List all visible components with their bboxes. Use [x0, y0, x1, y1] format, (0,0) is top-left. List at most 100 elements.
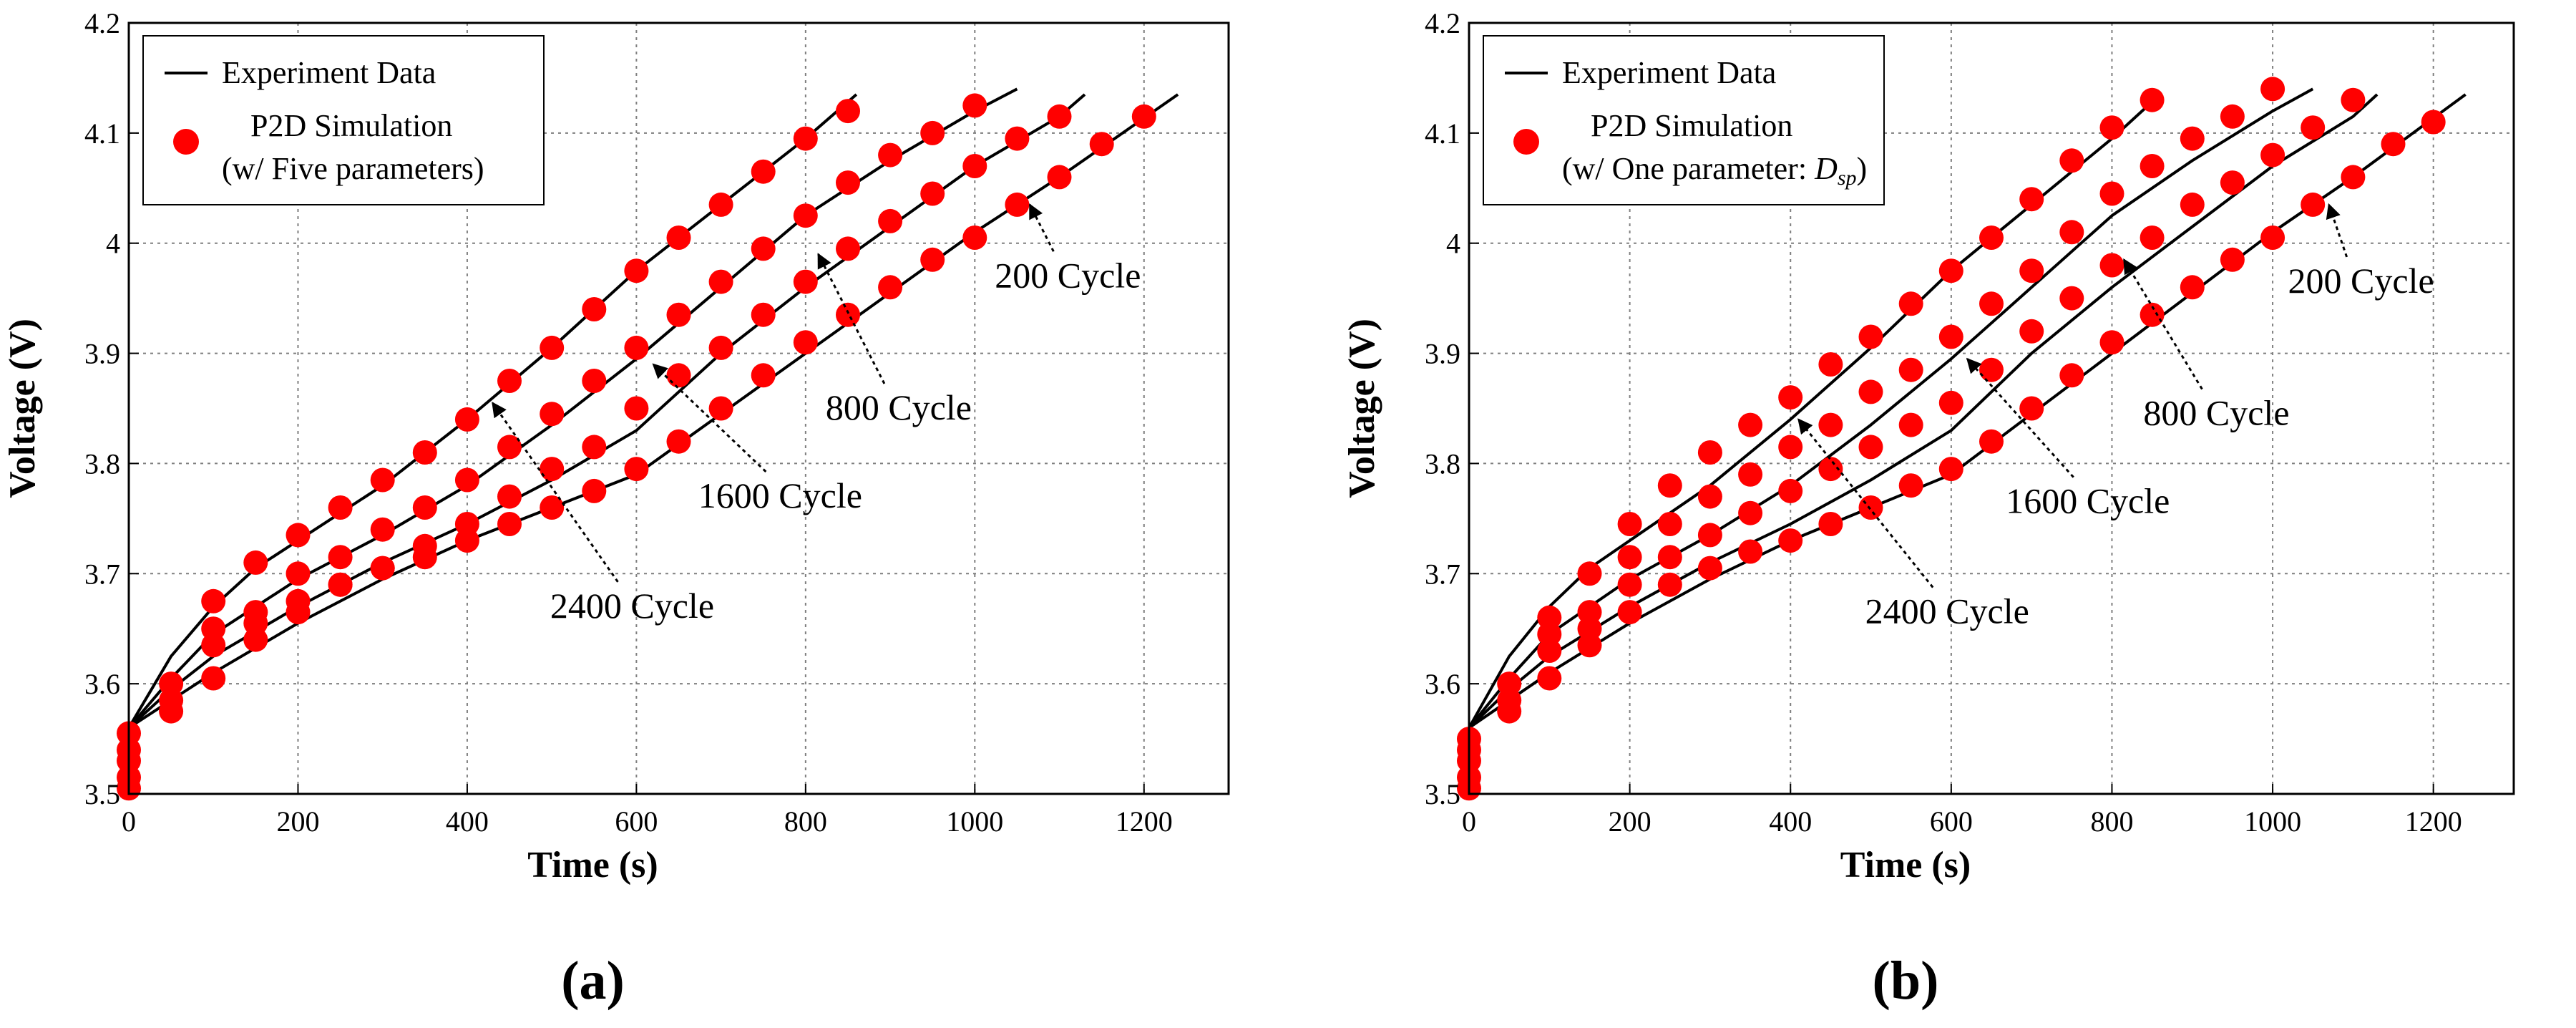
simulation-point	[243, 600, 268, 625]
annotation-arrow	[1797, 418, 1934, 588]
simulation-point	[1818, 352, 1843, 377]
simulation-point	[328, 495, 353, 520]
simulation-point	[2341, 165, 2366, 190]
simulation-point	[708, 192, 733, 217]
simulation-point	[1657, 572, 1682, 597]
simulation-point	[370, 556, 395, 581]
simulation-point	[1979, 357, 2004, 382]
simulation-point	[412, 495, 437, 520]
simulation-point	[1778, 435, 1803, 460]
simulation-point	[1738, 462, 1763, 487]
y-tick-label: 3.8	[84, 447, 120, 480]
y-tick-label: 4.2	[84, 7, 120, 39]
simulation-point	[454, 512, 479, 536]
legend: Experiment Data P2D Simulation (w/ Five …	[142, 35, 545, 205]
simulation-point	[2220, 247, 2245, 272]
x-tick-label: 0	[1462, 805, 1476, 838]
simulation-point	[962, 226, 987, 250]
y-tick-label: 3.7	[84, 558, 120, 590]
annotation-arrow	[817, 253, 886, 384]
simulation-point	[2180, 275, 2205, 300]
simulation-point	[2099, 181, 2124, 206]
legend-box	[1483, 35, 1885, 205]
simulation-point	[1778, 478, 1803, 503]
x-tick-label: 200	[276, 805, 319, 838]
x-tick-label: 400	[446, 805, 489, 838]
simulation-point	[582, 369, 607, 393]
simulation-point	[540, 495, 565, 520]
simulation-point	[878, 208, 903, 233]
simulation-point	[793, 269, 818, 294]
simulation-point	[836, 236, 860, 261]
simulation-point	[793, 203, 818, 228]
simulation-point	[2341, 87, 2366, 112]
simulation-point	[1778, 528, 1803, 553]
simulation-point	[962, 154, 987, 178]
y-tick-label: 3.7	[1425, 558, 1460, 590]
simulation-point	[836, 99, 860, 124]
simulation-point	[1979, 226, 2004, 250]
y-tick-label: 3.9	[1425, 338, 1460, 370]
simulation-point	[666, 226, 691, 250]
x-tick-label: 1000	[946, 805, 1003, 838]
y-tick-label: 3.8	[1425, 447, 1460, 480]
simulation-point	[1938, 324, 1963, 349]
simulation-point	[243, 550, 268, 575]
simulation-point	[159, 699, 184, 724]
annotation-arrow	[492, 402, 619, 583]
simulation-point	[2059, 220, 2084, 245]
simulation-point	[666, 363, 691, 388]
legend-sublabel-subscript: sp	[1838, 166, 1857, 190]
simulation-point	[751, 236, 776, 261]
simulation-point	[497, 435, 522, 460]
simulation-point	[370, 467, 395, 493]
y-tick-label: 4.1	[1425, 117, 1460, 150]
simulation-point	[201, 616, 226, 641]
legend: Experiment Data P2D Simulation (w/ One p…	[1483, 35, 1885, 205]
simulation-point	[1657, 545, 1682, 570]
simulation-point	[1778, 385, 1803, 410]
simulation-point	[540, 457, 565, 482]
simulation-point	[201, 666, 226, 691]
legend-simulation-sublabel: (w/ Five parameters)	[222, 151, 484, 186]
simulation-point	[962, 93, 987, 118]
simulation-point	[2059, 286, 2084, 311]
simulation-point	[708, 396, 733, 421]
x-tick-label: 600	[615, 805, 658, 838]
simulation-point	[1537, 605, 1562, 630]
simulation-point	[1858, 435, 1883, 460]
x-tick-label: 1200	[2405, 805, 2462, 838]
simulation-point	[1089, 132, 1114, 157]
annotation-label: 1600 Cycle	[2006, 481, 2170, 521]
x-tick-label: 600	[1930, 805, 1973, 838]
simulation-point	[920, 247, 945, 272]
simulation-point	[2260, 77, 2285, 102]
x-tick-label: 1000	[2244, 805, 2301, 838]
simulation-point	[412, 440, 437, 465]
y-tick-label: 4	[1446, 228, 1460, 260]
simulation-point	[328, 572, 353, 597]
annotation-arrow	[1966, 357, 2074, 478]
simulation-point	[708, 335, 733, 360]
cycle-annotations: 200 Cycle 800 Cycle 1600 Cycle 2400 Cycle	[492, 203, 1141, 626]
simulation-point	[2019, 258, 2044, 283]
annotation-arrow	[2326, 203, 2348, 258]
cycle-annotations: 200 Cycle 800 Cycle 1600 Cycle 2400 Cycle	[1797, 203, 2434, 631]
simulation-point	[286, 588, 311, 614]
panel-a: 0 200 400 600 800 1000 1200 3.5 3.6 3.7 3.8 3.9 4 4.1…	[2, 7, 1230, 1011]
simulation-markers	[117, 93, 1156, 801]
simulation-point	[497, 369, 522, 393]
simulation-point	[1738, 539, 1763, 564]
plot-frame	[127, 21, 1230, 795]
annotation-label: 200 Cycle	[2288, 261, 2434, 301]
simulation-point	[1818, 412, 1843, 437]
simulation-point	[1938, 390, 1963, 415]
y-tick-label: 4	[106, 228, 120, 260]
x-tick-label: 800	[2090, 805, 2133, 838]
x-axis-label: Time (s)	[1840, 845, 1971, 886]
simulation-point	[2140, 226, 2165, 250]
legend-sublabel-symbol: D	[1814, 151, 1838, 186]
simulation-point	[497, 484, 522, 509]
simulation-point	[793, 330, 818, 355]
